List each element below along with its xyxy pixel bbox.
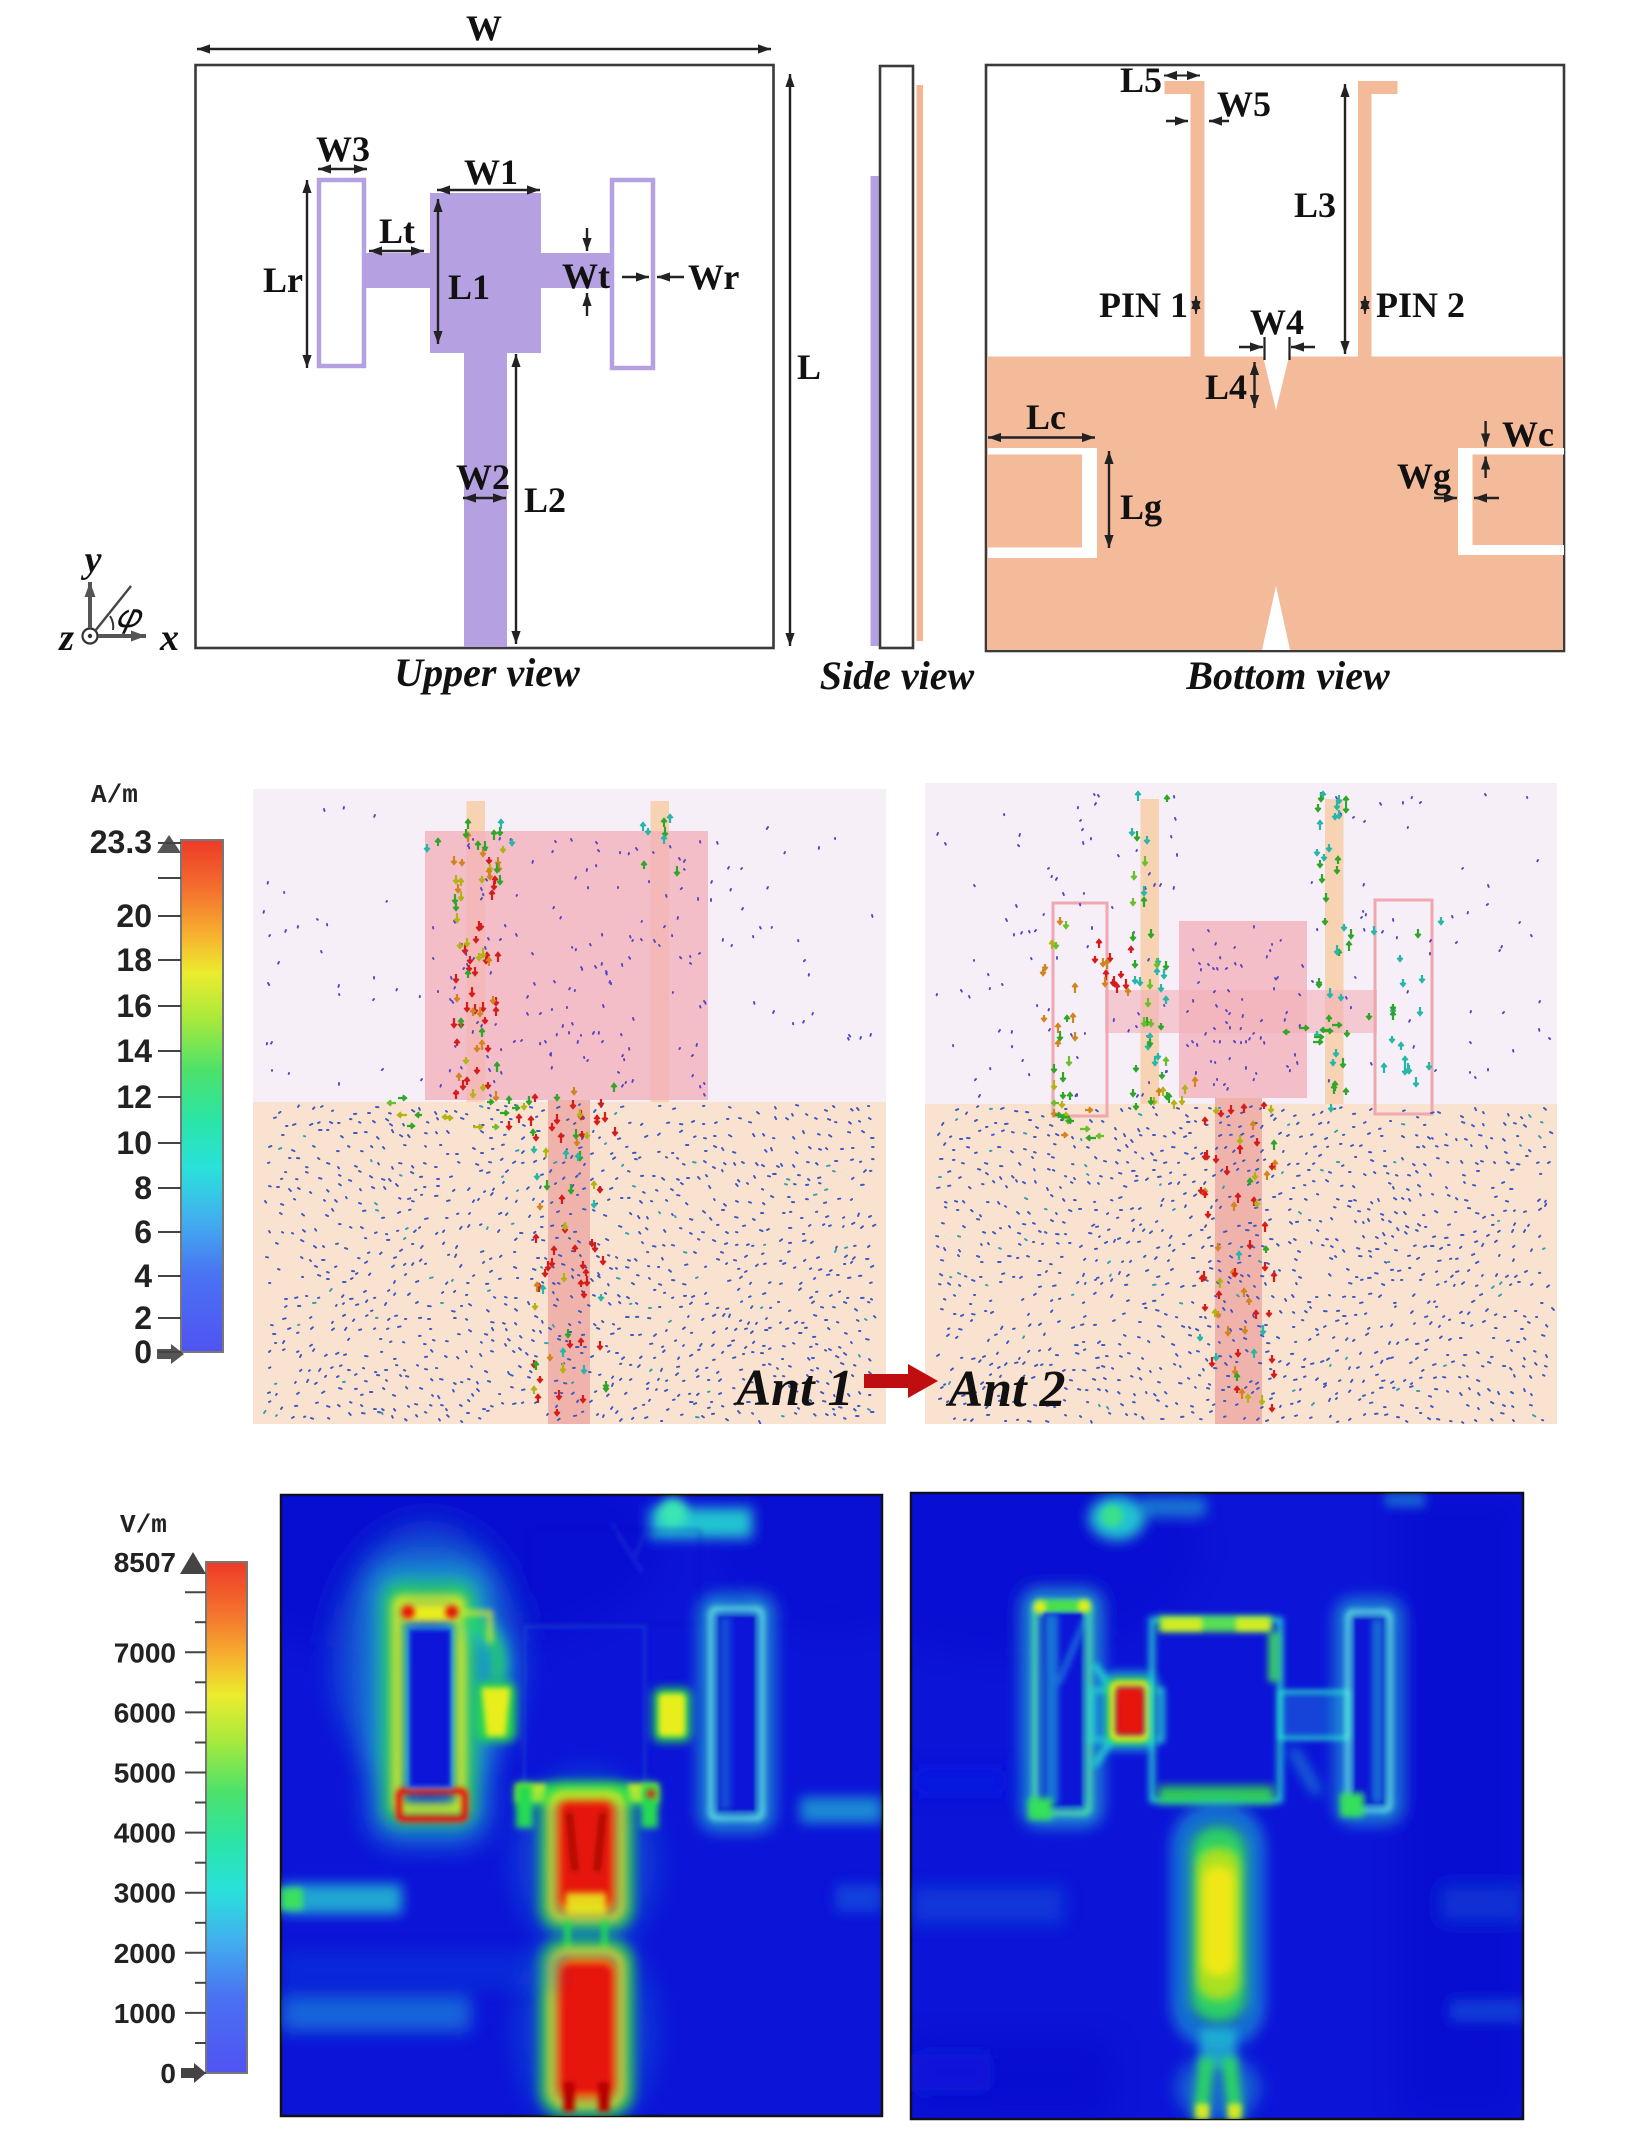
svg-text:5000: 5000 — [114, 1758, 176, 1789]
svg-text:W5: W5 — [1217, 84, 1271, 124]
svg-text:L: L — [797, 347, 821, 387]
svg-text:3000: 3000 — [114, 1878, 176, 1909]
svg-text:4000: 4000 — [114, 1818, 176, 1849]
svg-text:Wc: Wc — [1502, 414, 1554, 454]
svg-text:L5: L5 — [1120, 60, 1162, 100]
svg-text:Lt: Lt — [379, 211, 415, 251]
svg-text:Wt: Wt — [562, 256, 610, 296]
svg-text:18: 18 — [116, 942, 152, 978]
svg-text:A/m: A/m — [91, 780, 138, 810]
svg-text:8507: 8507 — [114, 1547, 176, 1578]
svg-text:0: 0 — [160, 2058, 176, 2089]
svg-text:L2: L2 — [524, 480, 566, 520]
svg-text:x: x — [159, 617, 179, 659]
svg-text:8: 8 — [134, 1170, 152, 1206]
svg-text:2000: 2000 — [114, 1938, 176, 1969]
svg-text:W2: W2 — [456, 457, 510, 497]
svg-text:0: 0 — [134, 1334, 152, 1370]
svg-text:Upper view: Upper view — [394, 650, 580, 695]
svg-text:Lg: Lg — [1120, 487, 1162, 527]
svg-text:V/m: V/m — [120, 1510, 167, 1540]
svg-text:1000: 1000 — [114, 1998, 176, 2029]
svg-text:W4: W4 — [1250, 302, 1304, 342]
svg-text:6000: 6000 — [114, 1697, 176, 1728]
svg-text:L4: L4 — [1205, 367, 1247, 407]
svg-text:20: 20 — [116, 898, 152, 934]
svg-text:Lr: Lr — [263, 260, 303, 300]
svg-text:Side view: Side view — [820, 653, 975, 698]
svg-text:23.3: 23.3 — [90, 824, 152, 860]
svg-text:z: z — [57, 617, 74, 659]
svg-text:𝜑: 𝜑 — [116, 598, 143, 635]
svg-text:L3: L3 — [1294, 185, 1336, 225]
svg-text:Wg: Wg — [1397, 456, 1451, 496]
svg-text:7000: 7000 — [114, 1637, 176, 1668]
svg-text:L1: L1 — [448, 267, 490, 307]
svg-text:W1: W1 — [464, 152, 518, 192]
svg-text:Ant 2: Ant 2 — [945, 1361, 1065, 1418]
svg-text:Wr: Wr — [688, 257, 739, 297]
svg-text:Lc: Lc — [1026, 397, 1066, 437]
svg-text:Bottom view: Bottom view — [1185, 653, 1390, 698]
svg-text:PIN 1: PIN 1 — [1099, 285, 1188, 325]
svg-text:W: W — [466, 8, 502, 48]
svg-text:W3: W3 — [316, 129, 370, 169]
svg-text:12: 12 — [116, 1079, 152, 1115]
svg-text:10: 10 — [116, 1125, 152, 1161]
svg-text:y: y — [81, 539, 102, 581]
svg-text:6: 6 — [134, 1214, 152, 1250]
svg-text:Ant 1: Ant 1 — [733, 1360, 853, 1417]
svg-text:14: 14 — [116, 1033, 152, 1069]
svg-text:2: 2 — [134, 1300, 152, 1336]
svg-text:PIN 2: PIN 2 — [1376, 285, 1465, 325]
svg-text:4: 4 — [134, 1258, 152, 1294]
svg-text:16: 16 — [116, 988, 152, 1024]
